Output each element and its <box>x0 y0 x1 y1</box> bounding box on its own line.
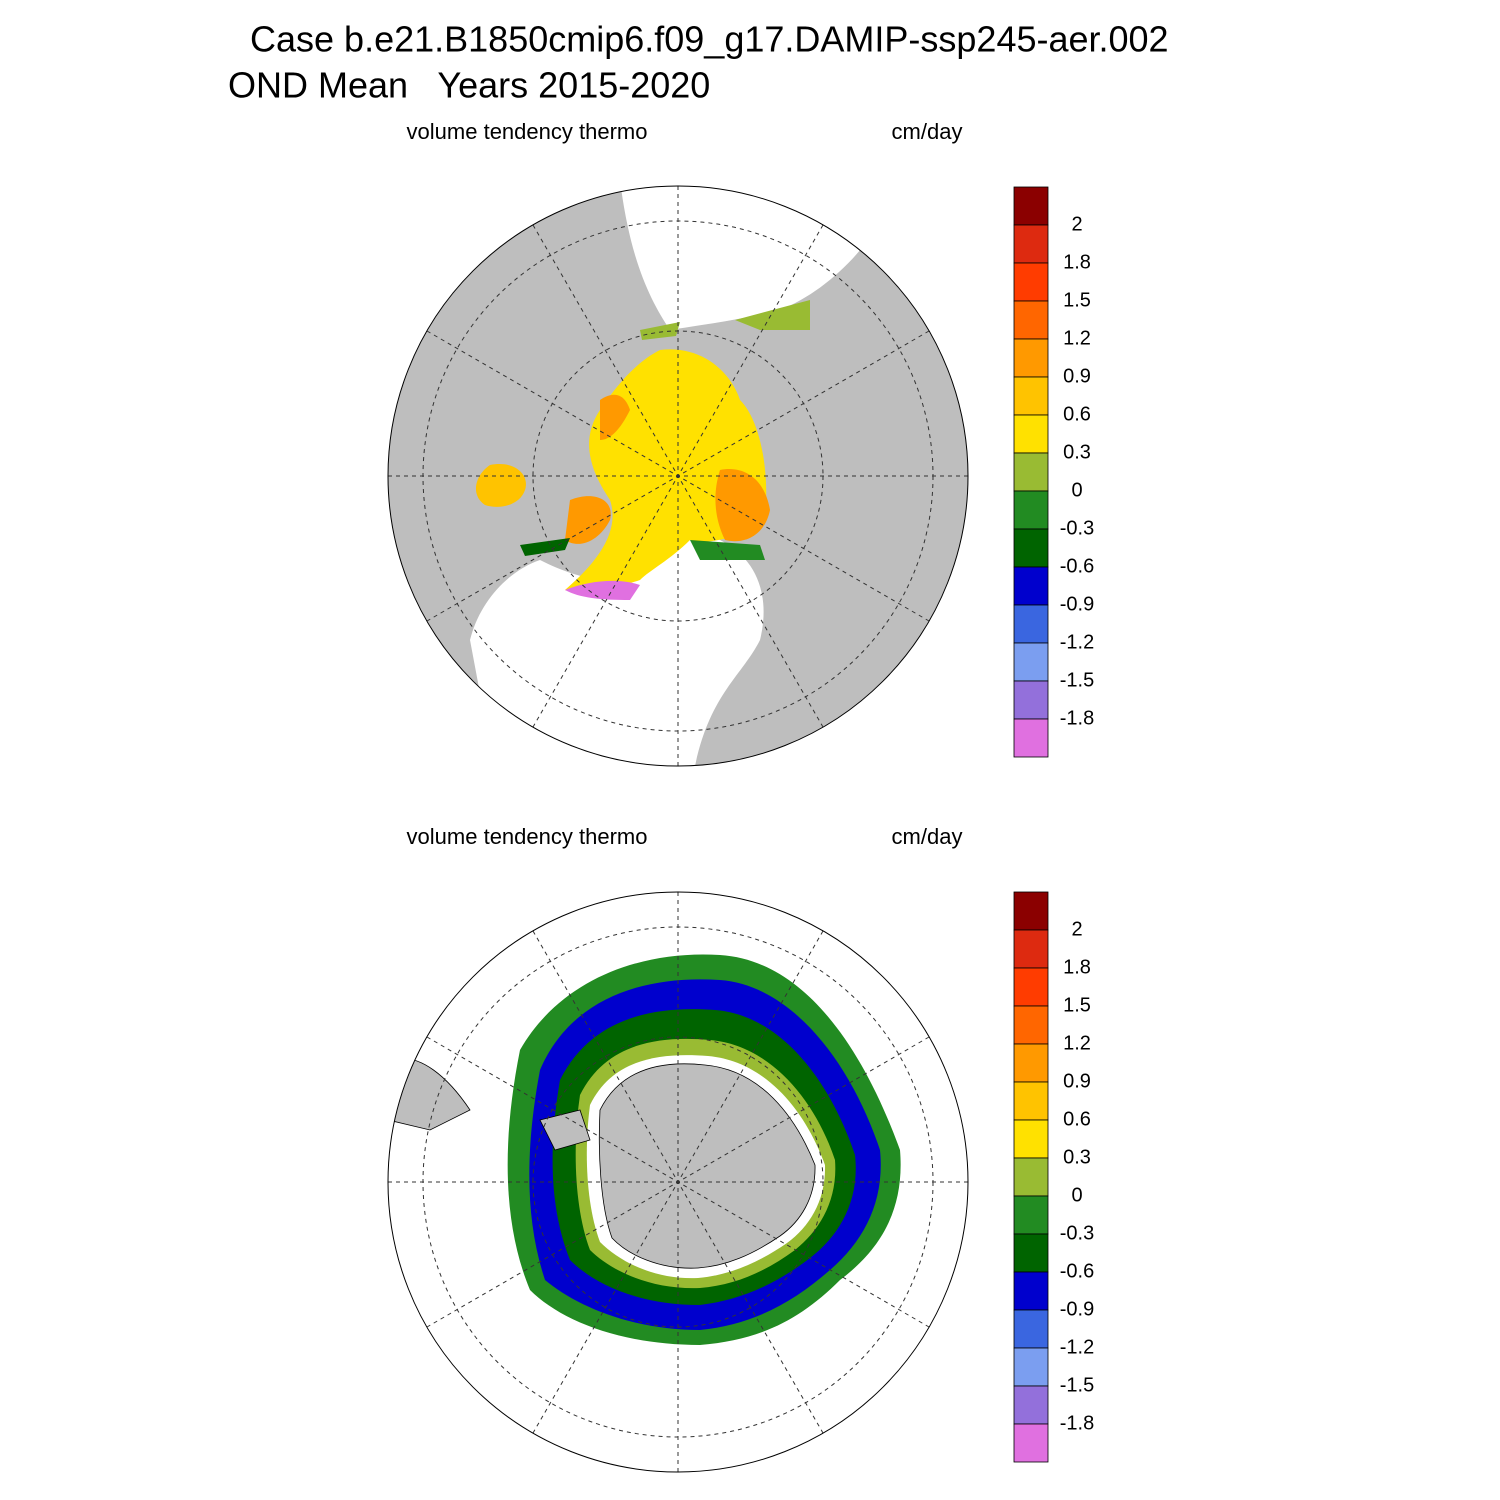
title: Case b.e21.B1850cmip6.f09_g17.DAMIP-ssp2… <box>250 19 1169 60</box>
colorbar-box <box>1013 1423 1049 1463</box>
colorbar-box <box>1013 1119 1049 1159</box>
colorbar-label: -0.6 <box>1060 555 1094 577</box>
colorbar-box <box>1013 262 1049 302</box>
colorbar-label: 1.5 <box>1063 289 1091 311</box>
colorbar-label: 1.2 <box>1063 327 1091 349</box>
arctic-border <box>387 185 969 767</box>
colorbar-label: 0.6 <box>1063 403 1091 425</box>
colorbar-box <box>1013 566 1049 606</box>
colorbar-box <box>1013 642 1049 682</box>
colorbar-label: 0.9 <box>1063 365 1091 387</box>
antarctic-graticule <box>388 892 968 1472</box>
colorbar-box <box>1013 1081 1049 1121</box>
panel-unit-label: cm/day <box>892 119 963 144</box>
colorbar-label: -1.5 <box>1060 1374 1094 1396</box>
colorbar-label: -0.3 <box>1060 1222 1094 1244</box>
colorbar-box <box>1013 1271 1049 1311</box>
colorbar-label: 2 <box>1071 213 1082 235</box>
colorbar-label: 1.8 <box>1063 956 1091 978</box>
colorbar-box <box>1013 490 1049 530</box>
colorbar-label: 0.6 <box>1063 1108 1091 1130</box>
colorbar-box <box>1013 528 1049 568</box>
colorbar-box <box>1013 1157 1049 1197</box>
colorbar-label: -1.2 <box>1060 631 1094 653</box>
arctic-graticule <box>388 186 968 766</box>
antarctic-border <box>387 891 969 1473</box>
colorbar-box <box>1013 680 1049 720</box>
colorbar-box <box>1013 604 1049 644</box>
colorbar-box <box>1013 300 1049 340</box>
colorbar-box <box>1013 718 1049 758</box>
subtitle: OND Mean Years 2015-2020 <box>228 65 710 106</box>
colorbar-box <box>1013 1233 1049 1273</box>
colorbar-box <box>1013 376 1049 416</box>
colorbar-box <box>1013 452 1049 492</box>
colorbar-label: -0.9 <box>1060 593 1094 615</box>
colorbar-box <box>1013 1005 1049 1045</box>
colorbar-box <box>1013 967 1049 1007</box>
colorbar-box <box>1013 1195 1049 1235</box>
panel-left-label: volume tendency thermo <box>407 824 648 849</box>
colorbar-box <box>1013 414 1049 454</box>
colorbar-label: 0.9 <box>1063 1070 1091 1092</box>
colorbar-label: 0.3 <box>1063 441 1091 463</box>
colorbar-box <box>1013 1347 1049 1387</box>
colorbar-label: 2 <box>1071 918 1082 940</box>
colorbar-box <box>1013 1309 1049 1349</box>
colorbar-label: 0.3 <box>1063 1146 1091 1168</box>
colorbar-label: -1.5 <box>1060 669 1094 691</box>
colorbar-label: 0 <box>1071 479 1082 501</box>
colorbar-box <box>1013 186 1049 226</box>
colorbar-label: 1.5 <box>1063 994 1091 1016</box>
colorbar-box <box>1013 338 1049 378</box>
colorbar-label: 1.8 <box>1063 251 1091 273</box>
colorbar-label: 1.2 <box>1063 1032 1091 1054</box>
panel-unit-label: cm/day <box>892 824 963 849</box>
colorbar-label: -0.3 <box>1060 517 1094 539</box>
colorbar-label: -1.2 <box>1060 1336 1094 1358</box>
colorbar-box <box>1013 929 1049 969</box>
colorbar-label: -1.8 <box>1060 1412 1094 1434</box>
colorbar-box <box>1013 891 1049 931</box>
panel-left-label: volume tendency thermo <box>407 119 648 144</box>
colorbar-label: -0.9 <box>1060 1298 1094 1320</box>
colorbar-label: -0.6 <box>1060 1260 1094 1282</box>
colorbar-box <box>1013 224 1049 264</box>
colorbar-box <box>1013 1385 1049 1425</box>
colorbar-label: -1.8 <box>1060 707 1094 729</box>
colorbar-label: 0 <box>1071 1184 1082 1206</box>
colorbar-box <box>1013 1043 1049 1083</box>
